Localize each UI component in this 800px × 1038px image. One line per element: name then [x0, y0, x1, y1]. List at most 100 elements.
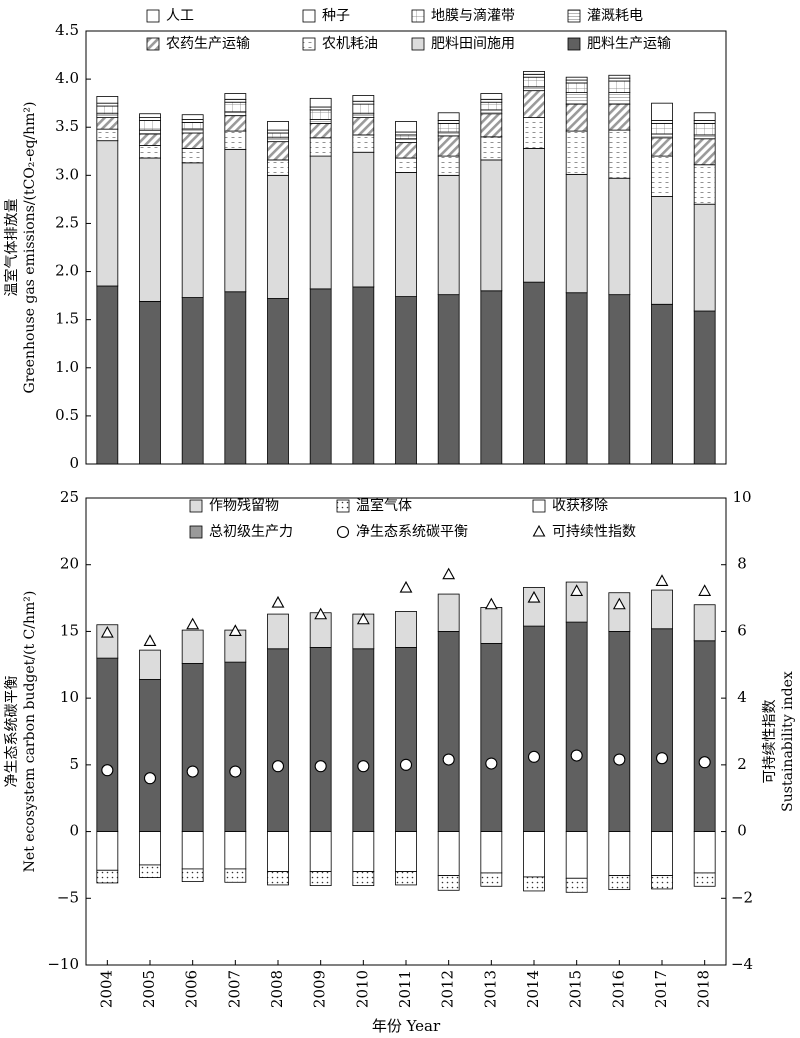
- bar-segment: [608, 92, 631, 105]
- bar-segment: [139, 133, 161, 146]
- bar-segment: [480, 872, 503, 887]
- bar-segment: [181, 297, 204, 465]
- bar-segment: [523, 281, 545, 465]
- bar-segment: [96, 140, 119, 287]
- bar-segment: [267, 613, 289, 650]
- y-right-axis-label-en: Sustainability index: [780, 671, 796, 812]
- net-balance-point: [613, 753, 626, 766]
- bar-segment: [608, 294, 631, 465]
- bar-segment: [651, 875, 673, 890]
- bar-segment: [480, 98, 503, 103]
- bar-segment: [523, 831, 545, 878]
- bar-segment: [267, 141, 289, 161]
- bar-segment: [651, 831, 673, 877]
- bar-segment: [608, 592, 631, 632]
- x-tick-label: 2009: [311, 970, 329, 1008]
- bar-segment: [395, 172, 417, 297]
- bar-segment: [181, 162, 204, 298]
- y-axis-label-en: Net ecosystem carbon budget/(t C/hm²): [22, 591, 38, 873]
- bar-segment: [352, 871, 375, 887]
- x-tick-label: 2013: [481, 970, 499, 1008]
- bar-segment: [395, 157, 417, 173]
- y-tick-label: 3.0: [55, 165, 79, 183]
- legend-label: 灌溉耗电: [587, 8, 643, 24]
- bar-segment: [181, 119, 204, 123]
- legend-swatch: [302, 9, 316, 23]
- bar-segment: [651, 196, 673, 305]
- net-balance-point: [655, 752, 669, 765]
- bar-segment: [523, 147, 545, 283]
- net-balance-point: [101, 764, 114, 777]
- legend-swatch: [189, 499, 203, 513]
- bar-segment: [651, 122, 673, 135]
- bar-segment: [437, 135, 460, 157]
- y-right-tick-label: 8: [737, 555, 747, 573]
- bar-segment: [395, 831, 417, 872]
- y-right-axis-label-cn: 可持续性指数: [761, 700, 778, 784]
- bar-segment: [608, 103, 631, 131]
- bar-segment: [181, 831, 204, 870]
- legend-swatch: [146, 9, 160, 23]
- net-balance-point: [186, 765, 199, 778]
- bar-segment: [267, 137, 289, 143]
- legend-swatch: [532, 499, 546, 513]
- bar-segment: [309, 97, 332, 108]
- net-balance-point: [399, 758, 413, 771]
- legend-swatch: [146, 37, 160, 51]
- bar-segment: [608, 631, 631, 832]
- bar-segment: [139, 145, 161, 159]
- bar-segment: [565, 76, 588, 81]
- bar-segment: [96, 869, 119, 884]
- x-tick-label: 2004: [97, 970, 115, 1008]
- bar-segment: [224, 661, 247, 832]
- bar-segment: [309, 122, 332, 139]
- y-axis-label-cn: 净生态系统碳平衡: [4, 676, 20, 788]
- bar-segment: [139, 129, 161, 135]
- bar-segment: [693, 872, 716, 887]
- bar-segment: [480, 101, 503, 111]
- x-tick-label: 2016: [609, 970, 627, 1008]
- bar-segment: [309, 109, 332, 120]
- bar-segment: [139, 679, 161, 832]
- bar-segment: [651, 120, 673, 124]
- bar-segment: [395, 138, 417, 144]
- legend-label: 作物残留物: [209, 498, 279, 514]
- legend-label: 肥料生产运输: [587, 36, 671, 52]
- y-right-tick-label: −2: [731, 888, 753, 906]
- bar-segment: [352, 100, 375, 105]
- bar-segment: [395, 871, 417, 886]
- bar-segment: [96, 96, 119, 104]
- bar-segment: [224, 93, 247, 100]
- bar-segment: [437, 631, 460, 832]
- bar-segment: [309, 106, 332, 111]
- bar-segment: [96, 128, 119, 142]
- bar-segment: [96, 105, 119, 115]
- y-right-tick-label: 6: [737, 621, 747, 639]
- y-tick-label: 3.5: [55, 117, 79, 135]
- bar-segment: [608, 80, 631, 93]
- bar-segment: [693, 604, 716, 642]
- bar-segment: [565, 621, 588, 832]
- bar-segment: [565, 831, 588, 879]
- bar-segment: [309, 831, 332, 872]
- net-balance-point: [485, 757, 498, 770]
- bar-segment: [224, 115, 247, 132]
- sustainability-point: [228, 624, 242, 636]
- bar-segment: [693, 164, 716, 205]
- bar-segment: [480, 109, 503, 115]
- bar-segment: [523, 876, 545, 892]
- bar-segment: [523, 586, 545, 627]
- bar-segment: [352, 151, 375, 288]
- bar-segment: [267, 831, 289, 872]
- x-tick-label: 2015: [567, 970, 585, 1008]
- bar-segment: [523, 73, 545, 78]
- bar-segment: [309, 137, 332, 157]
- bar-segment: [437, 593, 460, 632]
- net-balance-point: [143, 772, 157, 785]
- bar-segment: [309, 155, 332, 290]
- bar-segment: [96, 113, 119, 119]
- bar-segment: [693, 831, 716, 874]
- y-tick-label: 10: [60, 688, 79, 706]
- bar-segment: [139, 864, 161, 879]
